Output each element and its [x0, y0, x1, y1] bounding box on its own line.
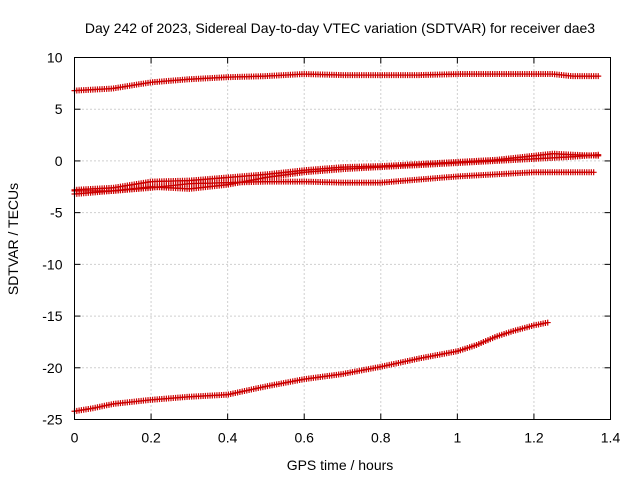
x-tick-label: 0.2 [141, 430, 161, 446]
y-tick-label: 5 [55, 101, 63, 117]
plot-frame [74, 57, 611, 420]
x-axis-label: GPS time / hours [287, 457, 394, 473]
x-tick-label: 0.4 [218, 430, 238, 446]
y-tick-label: -5 [50, 205, 63, 221]
y-tick-label: -25 [42, 412, 62, 428]
y-tick-label: 10 [47, 50, 63, 66]
grid-lines [74, 57, 611, 420]
x-tick-label: 0.6 [294, 430, 314, 446]
satellite-track-4 [71, 169, 597, 194]
data-point [590, 169, 597, 176]
x-tick-label: 1.2 [524, 430, 544, 446]
x-tick-labels: 0 0.2 0.4 0.6 0.8 1 1.2 1.4 [71, 430, 621, 446]
x-tick-label: 0.8 [371, 430, 391, 446]
y-tick-label: -10 [42, 256, 62, 272]
axis-ticks [74, 57, 611, 420]
y-axis-label: SDTVAR / TECUs [5, 183, 21, 295]
data-point [595, 73, 602, 80]
y-tick-labels: -25 -20 -15 -10 -5 0 5 10 [42, 50, 62, 428]
y-tick-label: -20 [42, 360, 62, 376]
x-tick-label: 0 [71, 430, 79, 446]
data-point [595, 151, 602, 158]
chart-title: Day 242 of 2023, Sidereal Day-to-day VTE… [85, 20, 595, 36]
satellite-track-5 [71, 319, 551, 415]
x-tick-label: 1.4 [601, 430, 621, 446]
y-tick-label: -15 [42, 308, 62, 324]
data-points [71, 71, 602, 415]
x-tick-label: 1 [453, 430, 461, 446]
satellite-track-1 [71, 71, 602, 94]
data-point [544, 319, 551, 326]
y-tick-label: 0 [55, 153, 63, 169]
